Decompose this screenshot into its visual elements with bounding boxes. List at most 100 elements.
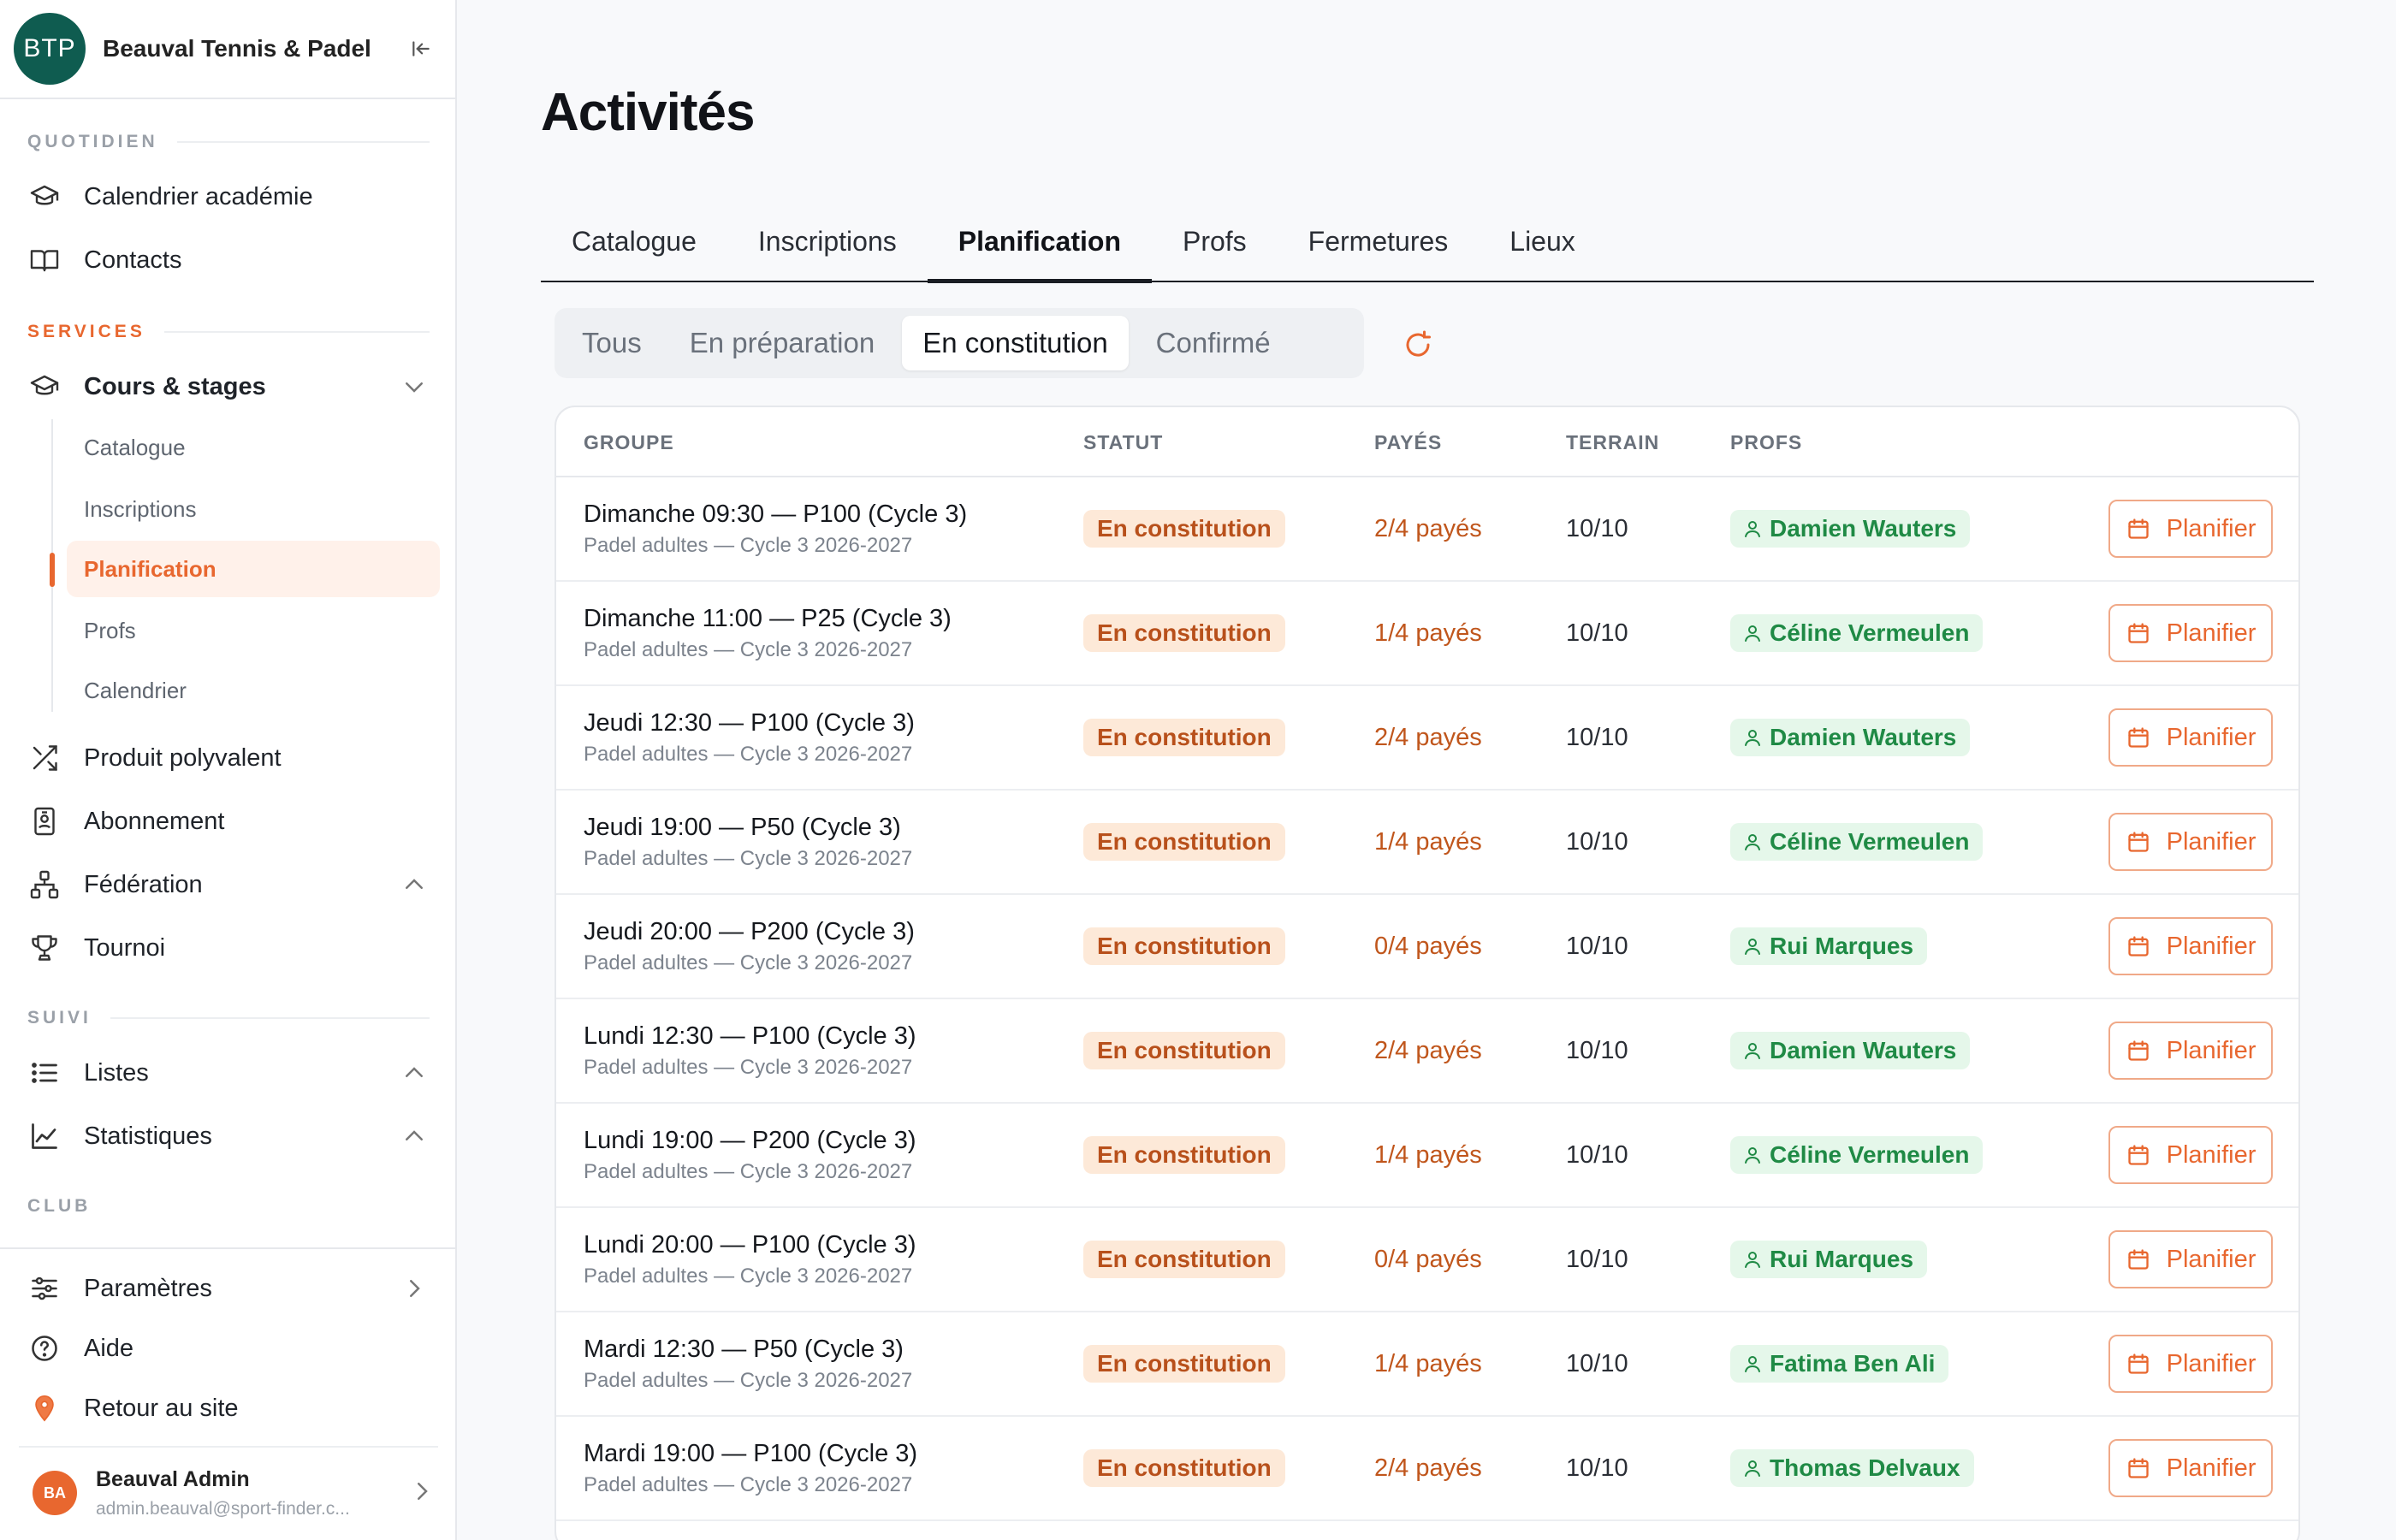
chevron-up-icon[interactable] [399,1121,430,1152]
line-chart-icon [27,1119,62,1153]
nav-produit-polyvalent[interactable]: Produit polyvalent [27,732,430,784]
planifier-button[interactable]: Planifier [2108,813,2273,871]
nav-calendrier-academie[interactable]: Calendrier académie [27,171,430,222]
paid-count: 2/4 payés [1374,514,1482,542]
subnav-planification[interactable]: Planification [67,541,440,597]
table-row[interactable]: Dimanche 11:00 — P25 (Cycle 3) Padel adu… [556,582,2298,686]
filter-en-constitution[interactable]: En constitution [902,316,1129,370]
subnav-calendrier[interactable]: Calendrier [84,677,187,703]
table-row[interactable]: Mardi 19:00 — P100 (Cycle 3) Padel adult… [556,1417,2298,1521]
planifier-button[interactable]: Planifier [2108,1126,2273,1184]
status-badge: En constitution [1083,1136,1285,1174]
planifier-button[interactable]: Planifier [2108,604,2273,662]
table-row[interactable]: Jeudi 12:30 — P100 (Cycle 3) Padel adult… [556,686,2298,791]
user-info: Beauval Admin admin.beauval@sport-finder… [96,1467,409,1519]
group-title[interactable]: Mardi 12:30 — P50 (Cycle 3) [584,1335,904,1363]
group-subtitle: Padel adultes — Cycle 3 2026-2027 [584,742,913,766]
subnav-catalogue[interactable]: Catalogue [84,434,186,460]
nav-cours-stages[interactable]: Cours & stages [27,361,430,412]
tab-inscriptions[interactable]: Inscriptions [757,225,897,257]
nav-tournoi[interactable]: Tournoi [27,922,430,974]
group-title[interactable]: Dimanche 09:30 — P100 (Cycle 3) [584,500,968,528]
tab-profs[interactable]: Profs [1182,225,1247,257]
chevron-up-icon[interactable] [399,869,430,900]
user-icon [1741,830,1764,854]
chevron-right-icon[interactable] [399,1273,430,1304]
nav-contacts[interactable]: Contacts [27,234,430,286]
prof-badge[interactable]: Fatima Ben Ali [1730,1345,1949,1383]
table-row[interactable]: Lundi 19:00 — P200 (Cycle 3) Padel adult… [556,1104,2298,1208]
planifier-button[interactable]: Planifier [2108,1230,2273,1288]
nav-statistiques[interactable]: Statistiques [27,1111,430,1162]
prof-name: Damien Wauters [1770,515,1957,542]
tab-lieux[interactable]: Lieux [1509,225,1575,257]
group-title[interactable]: Mardi 19:00 — P100 (Cycle 3) [584,1439,918,1467]
terrain-count: 10/10 [1566,1036,1628,1064]
prof-badge[interactable]: Céline Vermeulen [1730,823,1984,861]
nav-aide[interactable]: Aide [27,1323,430,1374]
group-title[interactable]: Lundi 20:00 — P100 (Cycle 3) [584,1230,916,1259]
group-title[interactable]: Jeudi 12:30 — P100 (Cycle 3) [584,708,915,737]
terrain-count: 10/10 [1566,514,1628,542]
tab-catalogue[interactable]: Catalogue [572,225,697,257]
prof-badge[interactable]: Damien Wauters [1730,510,1971,548]
planifier-button[interactable]: Planifier [2108,1439,2273,1497]
nav-listes[interactable]: Listes [27,1047,430,1099]
map-pin-icon [27,1391,62,1425]
table-row[interactable]: Lundi 12:30 — P100 (Cycle 3) Padel adult… [556,999,2298,1104]
prof-badge[interactable]: Céline Vermeulen [1730,614,1984,652]
planifier-button[interactable]: Planifier [2108,917,2273,975]
prof-badge[interactable]: Damien Wauters [1730,719,1971,756]
header-payes[interactable]: PAYÉS [1374,430,1443,453]
nav-retour-site[interactable]: Retour au site [27,1383,430,1434]
calendar-icon [2126,1038,2151,1063]
table-row[interactable]: Jeudi 20:00 — P200 (Cycle 3) Padel adult… [556,895,2298,999]
nav-calendrier-academie-label: Calendrier académie [84,182,313,210]
header-terrain[interactable]: TERRAIN [1566,430,1660,453]
nav-abonnement[interactable]: Abonnement [27,796,430,847]
filter-tous[interactable]: Tous [582,327,642,358]
chevron-up-icon[interactable] [399,1057,430,1088]
prof-badge[interactable]: Céline Vermeulen [1730,1136,1984,1174]
table-row[interactable]: Dimanche 09:30 — P100 (Cycle 3) Padel ad… [556,477,2298,582]
prof-badge[interactable]: Damien Wauters [1730,1032,1971,1069]
filter-en-preparation[interactable]: En préparation [689,327,875,358]
prof-badge[interactable]: Rui Marques [1730,927,1928,965]
group-title[interactable]: Jeudi 19:00 — P50 (Cycle 3) [584,813,901,841]
subnav-profs[interactable]: Profs [84,617,136,643]
header-groupe[interactable]: GROUPE [584,430,674,453]
prof-badge[interactable]: Rui Marques [1730,1241,1928,1278]
prof-badge[interactable]: Thomas Delvaux [1730,1449,1974,1487]
table-row[interactable]: Lundi 20:00 — P100 (Cycle 3) Padel adult… [556,1208,2298,1312]
collapse-sidebar-button[interactable] [400,28,442,69]
planifier-button[interactable]: Planifier [2108,1022,2273,1080]
prof-name: Damien Wauters [1770,724,1957,750]
tab-planification[interactable]: Planification [927,202,1153,283]
planifier-button[interactable]: Planifier [2108,1335,2273,1393]
table-row[interactable]: Mardi 12:30 — P50 (Cycle 3) Padel adulte… [556,1312,2298,1417]
group-title[interactable]: Lundi 12:30 — P100 (Cycle 3) [584,1022,916,1050]
table-row[interactable]: Jeudi 19:00 — P50 (Cycle 3) Padel adulte… [556,791,2298,895]
refresh-button[interactable] [1398,325,1438,364]
terrain-count: 10/10 [1566,1245,1628,1273]
group-title[interactable]: Dimanche 11:00 — P25 (Cycle 3) [584,604,952,632]
filter-confirme[interactable]: Confirmé [1155,327,1271,358]
nav-federation[interactable]: Fédération [27,859,430,910]
nav-parametres[interactable]: Paramètres [27,1263,430,1314]
planifier-button[interactable]: Planifier [2108,708,2273,767]
planifier-button[interactable]: Planifier [2108,500,2273,558]
group-title[interactable]: Jeudi 20:00 — P200 (Cycle 3) [584,917,915,945]
status-filter: Tous En préparation En constitution Conf… [555,308,1364,378]
user-icon [1741,1039,1764,1063]
tab-fermetures[interactable]: Fermetures [1308,225,1449,257]
section-services: SERVICES [27,322,430,342]
header-profs[interactable]: PROFS [1730,430,1803,453]
group-subtitle: Padel adultes — Cycle 3 2026-2027 [584,1264,913,1288]
group-title[interactable]: Lundi 19:00 — P200 (Cycle 3) [584,1126,916,1154]
subnav-inscriptions[interactable]: Inscriptions [84,495,197,522]
brand-logo[interactable]: BTP [14,13,86,85]
chevron-down-icon[interactable] [399,371,430,402]
header-statut[interactable]: STATUT [1083,430,1164,453]
user-menu[interactable]: BA Beauval Admin admin.beauval@sport-fin… [33,1454,435,1531]
nav-contacts-label: Contacts [84,246,182,274]
